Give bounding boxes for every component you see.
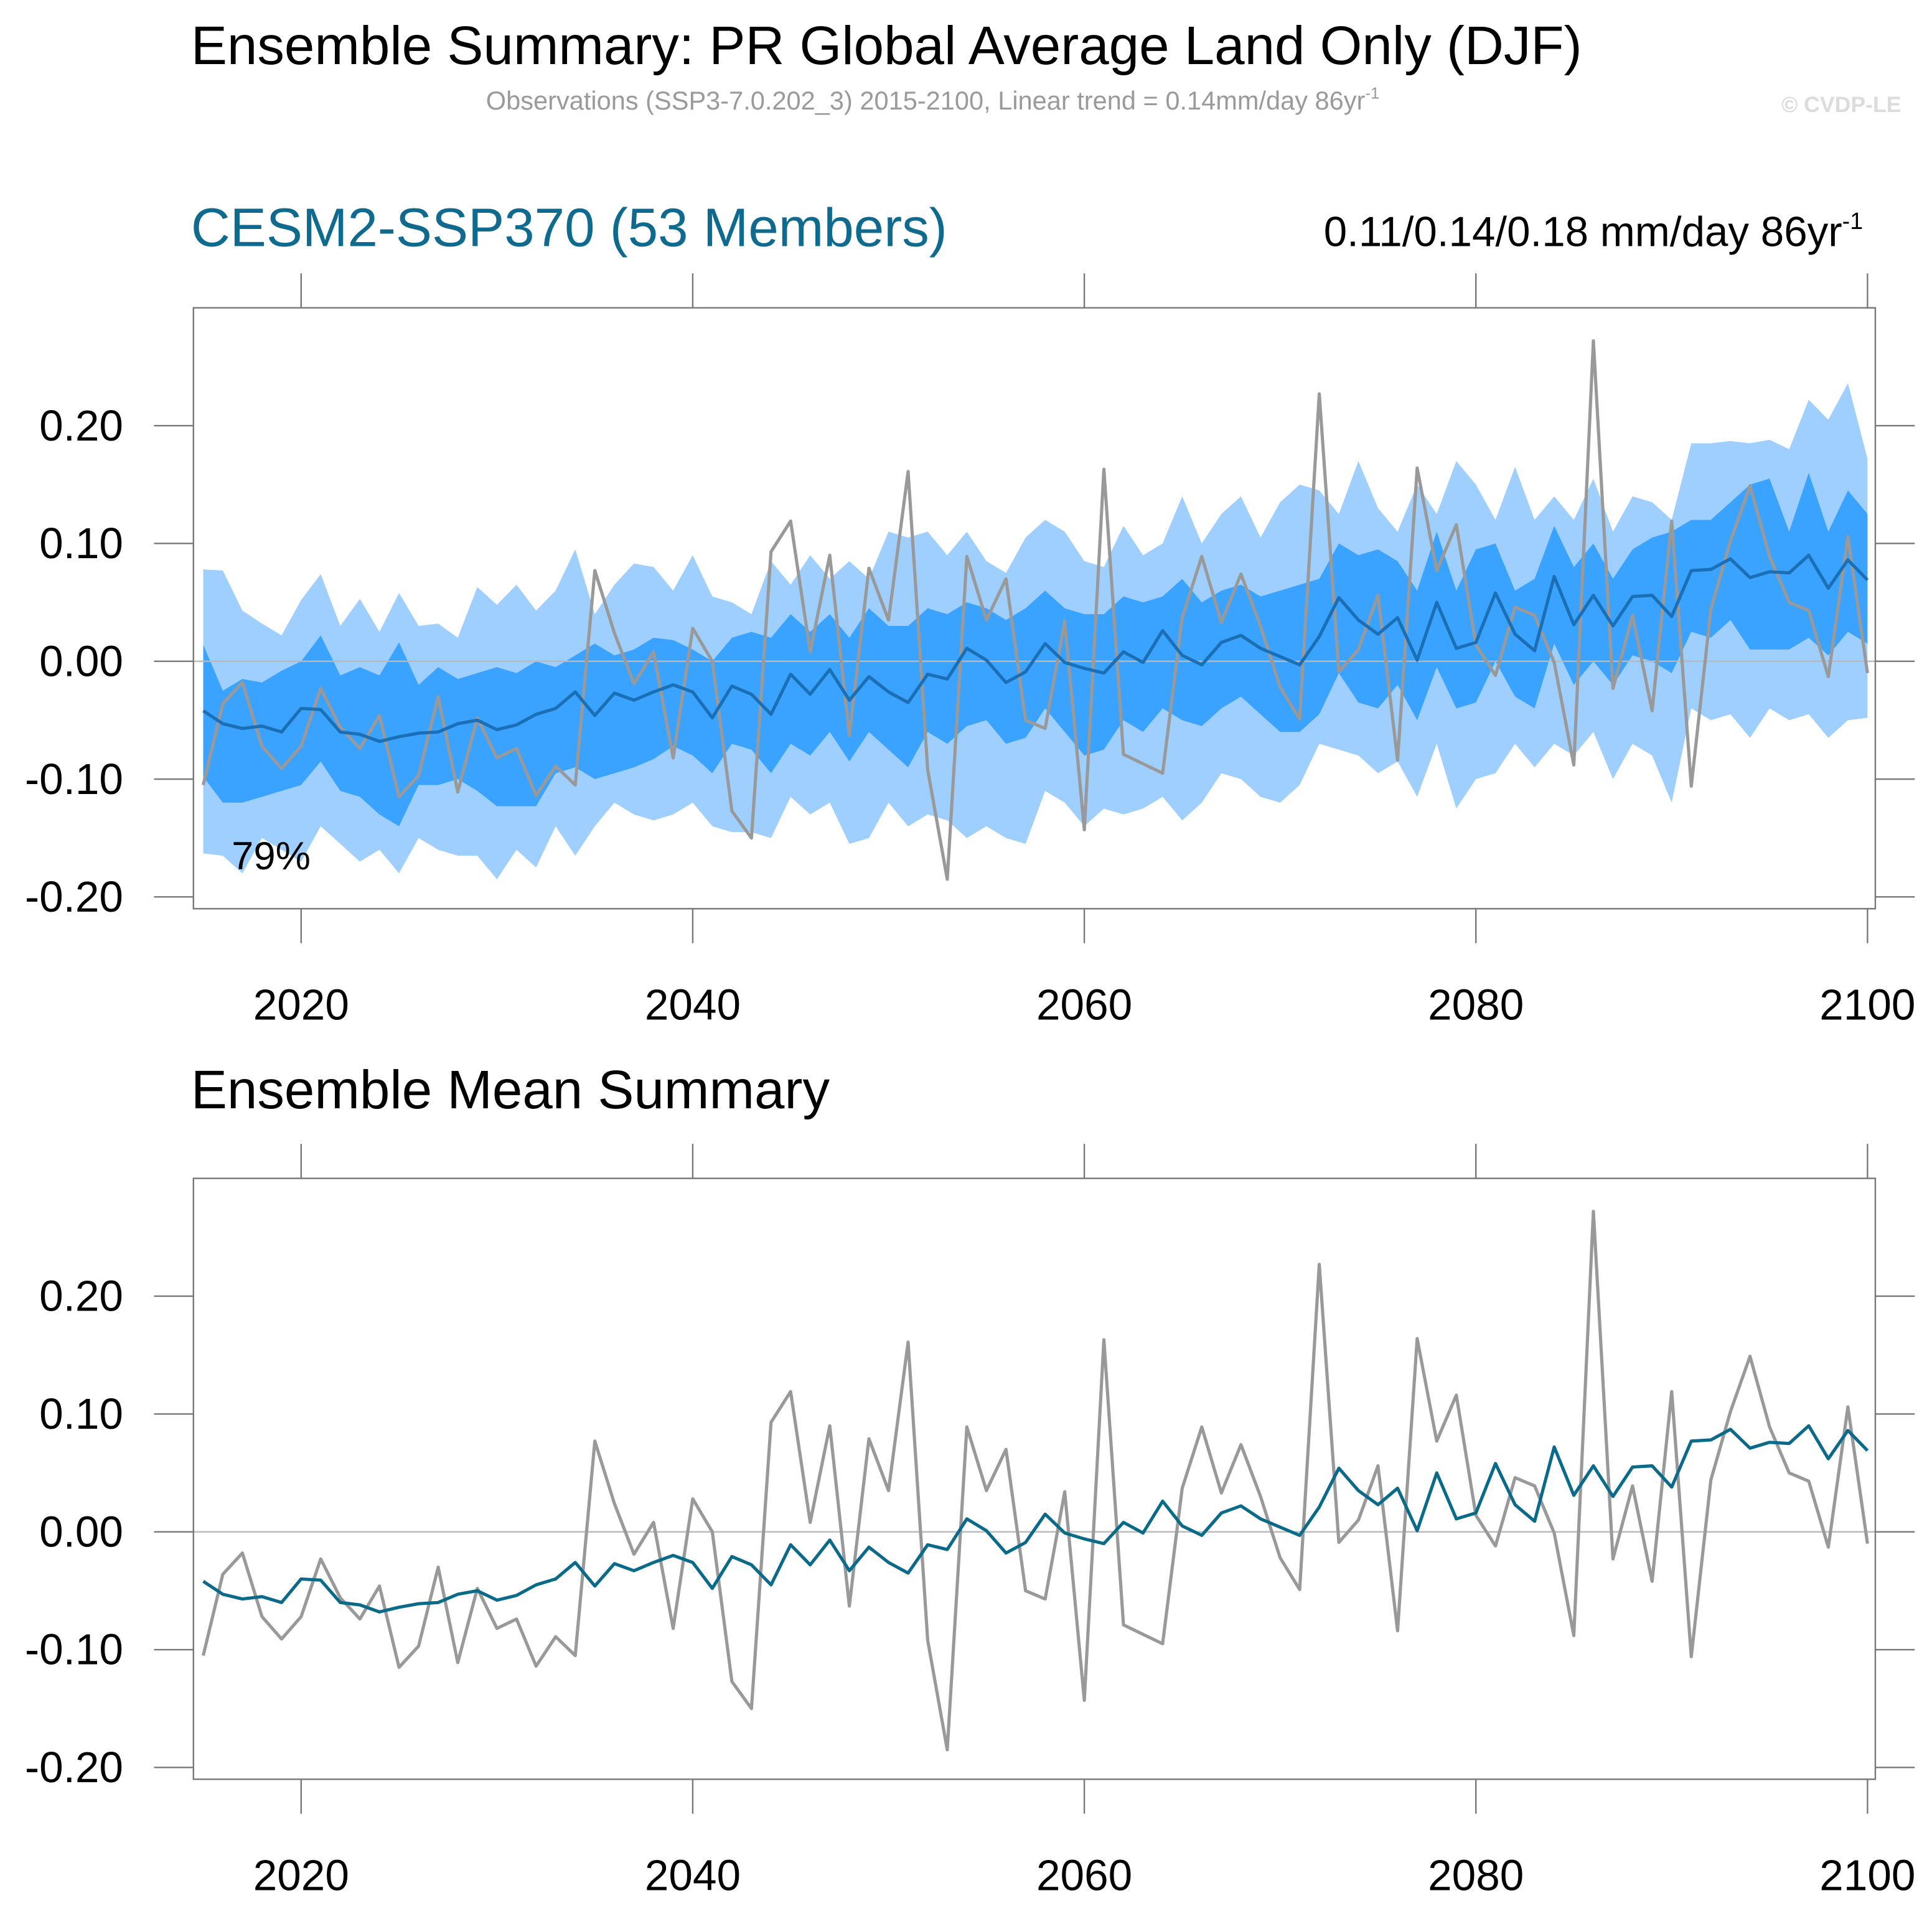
y-tick-label: 0.00 [39, 637, 123, 685]
trend-annotation: 0.11/0.14/0.18 mm/day 86yr-1 [1324, 208, 1863, 256]
y-tick-label: 0.20 [39, 1272, 123, 1320]
x-tick-label: 2040 [645, 1851, 741, 1899]
y-tick-label: 0.10 [39, 519, 123, 568]
subtitle: Observations (SSP3-7.0.202_3) 2015-2100,… [486, 85, 1379, 115]
subtitle-superscript: -1 [1365, 85, 1379, 102]
series-line [202, 339, 1869, 881]
trend-superscript: -1 [1842, 208, 1863, 234]
x-tick-label: 2080 [1428, 980, 1524, 1029]
x-tick-label: 2060 [1036, 980, 1132, 1029]
spread-band [203, 472, 1868, 826]
plot-frame [192, 1177, 1877, 1780]
x-tick-label: 2060 [1036, 1851, 1132, 1899]
x-tick-label: 2100 [1819, 980, 1915, 1029]
x-tick-label: 2040 [645, 980, 741, 1029]
y-tick-label: 0.10 [39, 1390, 123, 1438]
page-title: Ensemble Summary: PR Global Average Land… [191, 16, 1582, 76]
x-tick-label: 2080 [1428, 1851, 1524, 1899]
y-tick-label: 0.00 [39, 1507, 123, 1556]
series-line [202, 553, 1869, 744]
panel-title: Ensemble Mean Summary [191, 1060, 830, 1120]
subtitle-text: Observations (SSP3-7.0.202_3) 2015-2100,… [486, 86, 1366, 115]
percent-label: 79% [232, 834, 311, 878]
y-tick-label: -0.20 [25, 872, 123, 921]
plot-frame [192, 307, 1877, 910]
x-tick-label: 2020 [253, 1851, 349, 1899]
trend-text: 0.11/0.14/0.18 mm/day 86yr [1324, 209, 1842, 256]
panel-title: CESM2-SSP370 (53 Members) [191, 198, 947, 258]
series-line [202, 1424, 1869, 1614]
y-tick-label: -0.10 [25, 755, 123, 803]
x-tick-label: 2020 [253, 980, 349, 1029]
watermark: © CVDP-LE [1781, 92, 1901, 117]
y-tick-label: -0.10 [25, 1625, 123, 1674]
x-tick-label: 2100 [1819, 1851, 1915, 1899]
series-line [202, 1210, 1869, 1752]
y-tick-label: -0.20 [25, 1743, 123, 1792]
y-tick-label: 0.20 [39, 401, 123, 450]
